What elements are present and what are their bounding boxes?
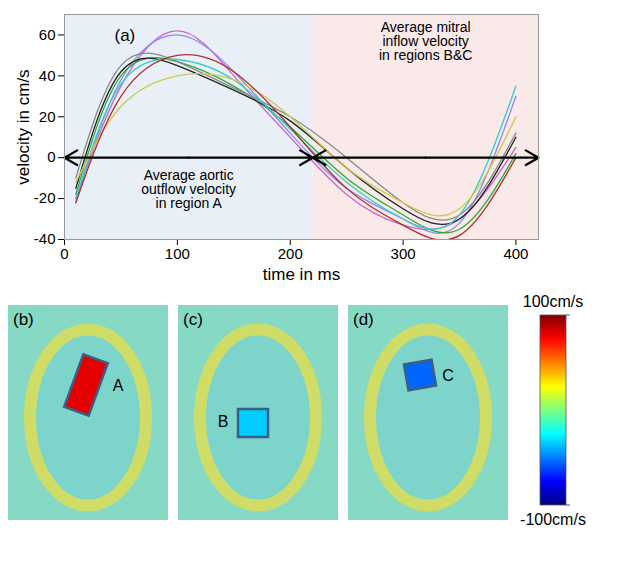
svg-text:time in ms: time in ms — [263, 265, 340, 284]
svg-text:40: 40 — [39, 67, 56, 84]
svg-text:-20: -20 — [34, 189, 56, 206]
svg-text:60: 60 — [39, 26, 56, 43]
svg-text:0: 0 — [47, 148, 55, 165]
svg-text:(b): (b) — [13, 310, 34, 329]
svg-text:C: C — [442, 367, 454, 384]
svg-text:Average mitralinflow velocityi: Average mitralinflow velocityin regions … — [379, 19, 472, 63]
svg-text:A: A — [113, 377, 124, 394]
svg-text:(a): (a) — [115, 26, 136, 45]
svg-text:-100cm/s: -100cm/s — [520, 511, 586, 528]
svg-text:100: 100 — [165, 245, 190, 262]
svg-text:400: 400 — [503, 245, 528, 262]
svg-text:(d): (d) — [353, 310, 374, 329]
svg-text:B: B — [218, 413, 229, 430]
svg-text:Average aorticoutflow velocity: Average aorticoutflow velocityin region … — [141, 167, 236, 211]
svg-text:20: 20 — [39, 108, 56, 125]
svg-text:-40: -40 — [34, 230, 56, 247]
svg-text:100cm/s: 100cm/s — [523, 293, 583, 310]
svg-text:velocity in cm/s: velocity in cm/s — [14, 69, 33, 184]
svg-text:0: 0 — [60, 245, 68, 262]
svg-text:(c): (c) — [183, 310, 203, 329]
svg-text:300: 300 — [391, 245, 416, 262]
svg-text:200: 200 — [278, 245, 303, 262]
